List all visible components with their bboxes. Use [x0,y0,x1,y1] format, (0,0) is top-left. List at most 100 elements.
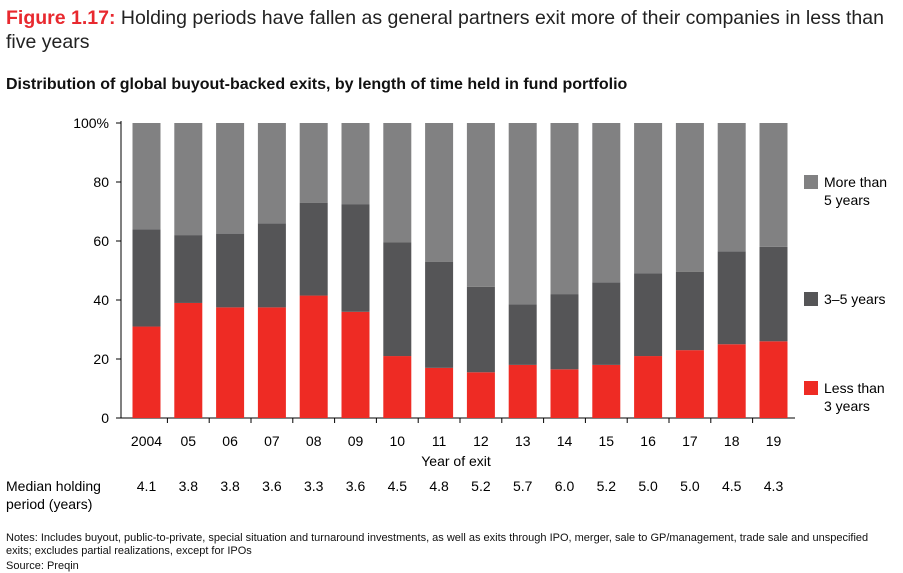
bar-segment [174,235,203,303]
y-tick-label: 100% [73,115,109,131]
x-tick-label: 17 [682,433,698,449]
bar-segment [592,364,621,418]
bar-segment [717,344,746,418]
bar-segment [634,123,663,274]
bar-segment [717,123,746,252]
median-value: 5.0 [680,478,700,494]
median-value: 4.5 [722,478,742,494]
x-tick-label: 14 [557,433,573,449]
bar-segment [466,286,495,373]
bar-segment [425,367,454,418]
legend-swatch [804,175,818,189]
y-tick-label: 80 [93,174,109,190]
chart-subtitle: Distribution of global buyout-backed exi… [6,76,628,93]
bar-segment [257,307,286,418]
median-value: 3.6 [346,478,366,494]
bar-segment [759,123,788,247]
figure-title: Figure 1.17: Holding periods have fallen… [6,6,886,54]
y-tick-label: 40 [93,292,109,308]
bar-segment [425,261,454,368]
bar-segment [425,123,454,262]
bar-segment [299,295,328,418]
median-value: 5.7 [513,478,533,494]
bar-segment [383,242,412,357]
chart-source: Source: Preqin [6,560,79,572]
stacked-bar-chart: 0 20 40 60 80 100% 2004 4.1 05 3.8 06 3.8 07 3.6 08 3.3… [6,115,887,512]
bar-segment [466,123,495,287]
bar-segment [550,294,579,370]
bar-segment [550,369,579,418]
bar-segment [592,282,621,365]
median-value: 4.8 [429,478,449,494]
y-tick-label: 60 [93,233,109,249]
median-value: 3.8 [179,478,199,494]
median-value: 5.2 [597,478,617,494]
legend-label: 3–5 years [824,291,885,307]
bar-segment [216,123,245,234]
x-axis-title: Year of exit [421,453,491,469]
figure-label: Figure 1.17: [6,7,116,29]
bar-segment [132,326,161,418]
legend-label: 3 years [824,398,870,414]
x-tick-label: 09 [348,433,364,449]
bar-segment [383,356,412,418]
median-row-label: Median holding [6,478,101,494]
x-tick-label: 10 [390,433,406,449]
legend-swatch [804,292,818,306]
x-tick-label: 16 [640,433,656,449]
bar-segment [257,223,286,308]
median-value: 3.3 [304,478,324,494]
x-tick-label: 07 [264,433,280,449]
bar-segment [132,229,161,327]
x-tick-label: 15 [599,433,615,449]
bar-segment [508,364,537,418]
bar-segment [634,356,663,418]
bar-segment [341,204,370,312]
bar-segment [550,123,579,295]
bar-segment [466,372,495,418]
legend-label: Less than [824,380,885,396]
y-tick-label: 0 [101,410,109,426]
x-tick-label: 19 [766,433,782,449]
bar-segment [174,302,203,418]
x-tick-label: 11 [432,433,447,449]
chart-notes: Notes: Includes buyout, public-to-privat… [6,532,869,557]
bar-segment [299,123,328,203]
bar-segment [675,123,704,272]
bar-segment [257,123,286,224]
x-tick-label: 12 [473,433,489,449]
bar-segment [132,123,161,230]
figure-title-text: Holding periods have fallen as general p… [6,7,884,53]
median-value: 5.2 [471,478,491,494]
bar-segment [508,123,537,305]
legend-swatch [804,381,818,395]
median-value: 4.5 [388,478,408,494]
bar-segment [675,350,704,418]
bar-segment [508,304,537,365]
legend-label: More than [824,174,887,190]
x-tick-label: 05 [181,433,197,449]
median-value: 4.3 [764,478,784,494]
x-tick-label: 18 [724,433,740,449]
bar-segment [174,123,203,236]
x-tick-label: 06 [222,433,238,449]
median-value: 3.8 [220,478,240,494]
bar-segment [592,123,621,283]
bar-segment [341,123,370,205]
bar-segment [675,271,704,351]
x-tick-label: 2004 [131,433,162,449]
bar-segment [634,273,663,357]
median-value: 3.6 [262,478,282,494]
x-tick-label: 13 [515,433,531,449]
bar-segment [216,233,245,308]
bar-segment [341,311,370,418]
median-value: 5.0 [638,478,658,494]
bar-segment [759,246,788,342]
bar-segment [759,341,788,418]
median-value: 4.1 [137,478,157,494]
bar-segment [299,202,328,296]
y-tick-label: 20 [93,351,109,367]
legend-label: 5 years [824,192,870,208]
median-row-label: period (years) [6,496,92,512]
median-value: 6.0 [555,478,575,494]
